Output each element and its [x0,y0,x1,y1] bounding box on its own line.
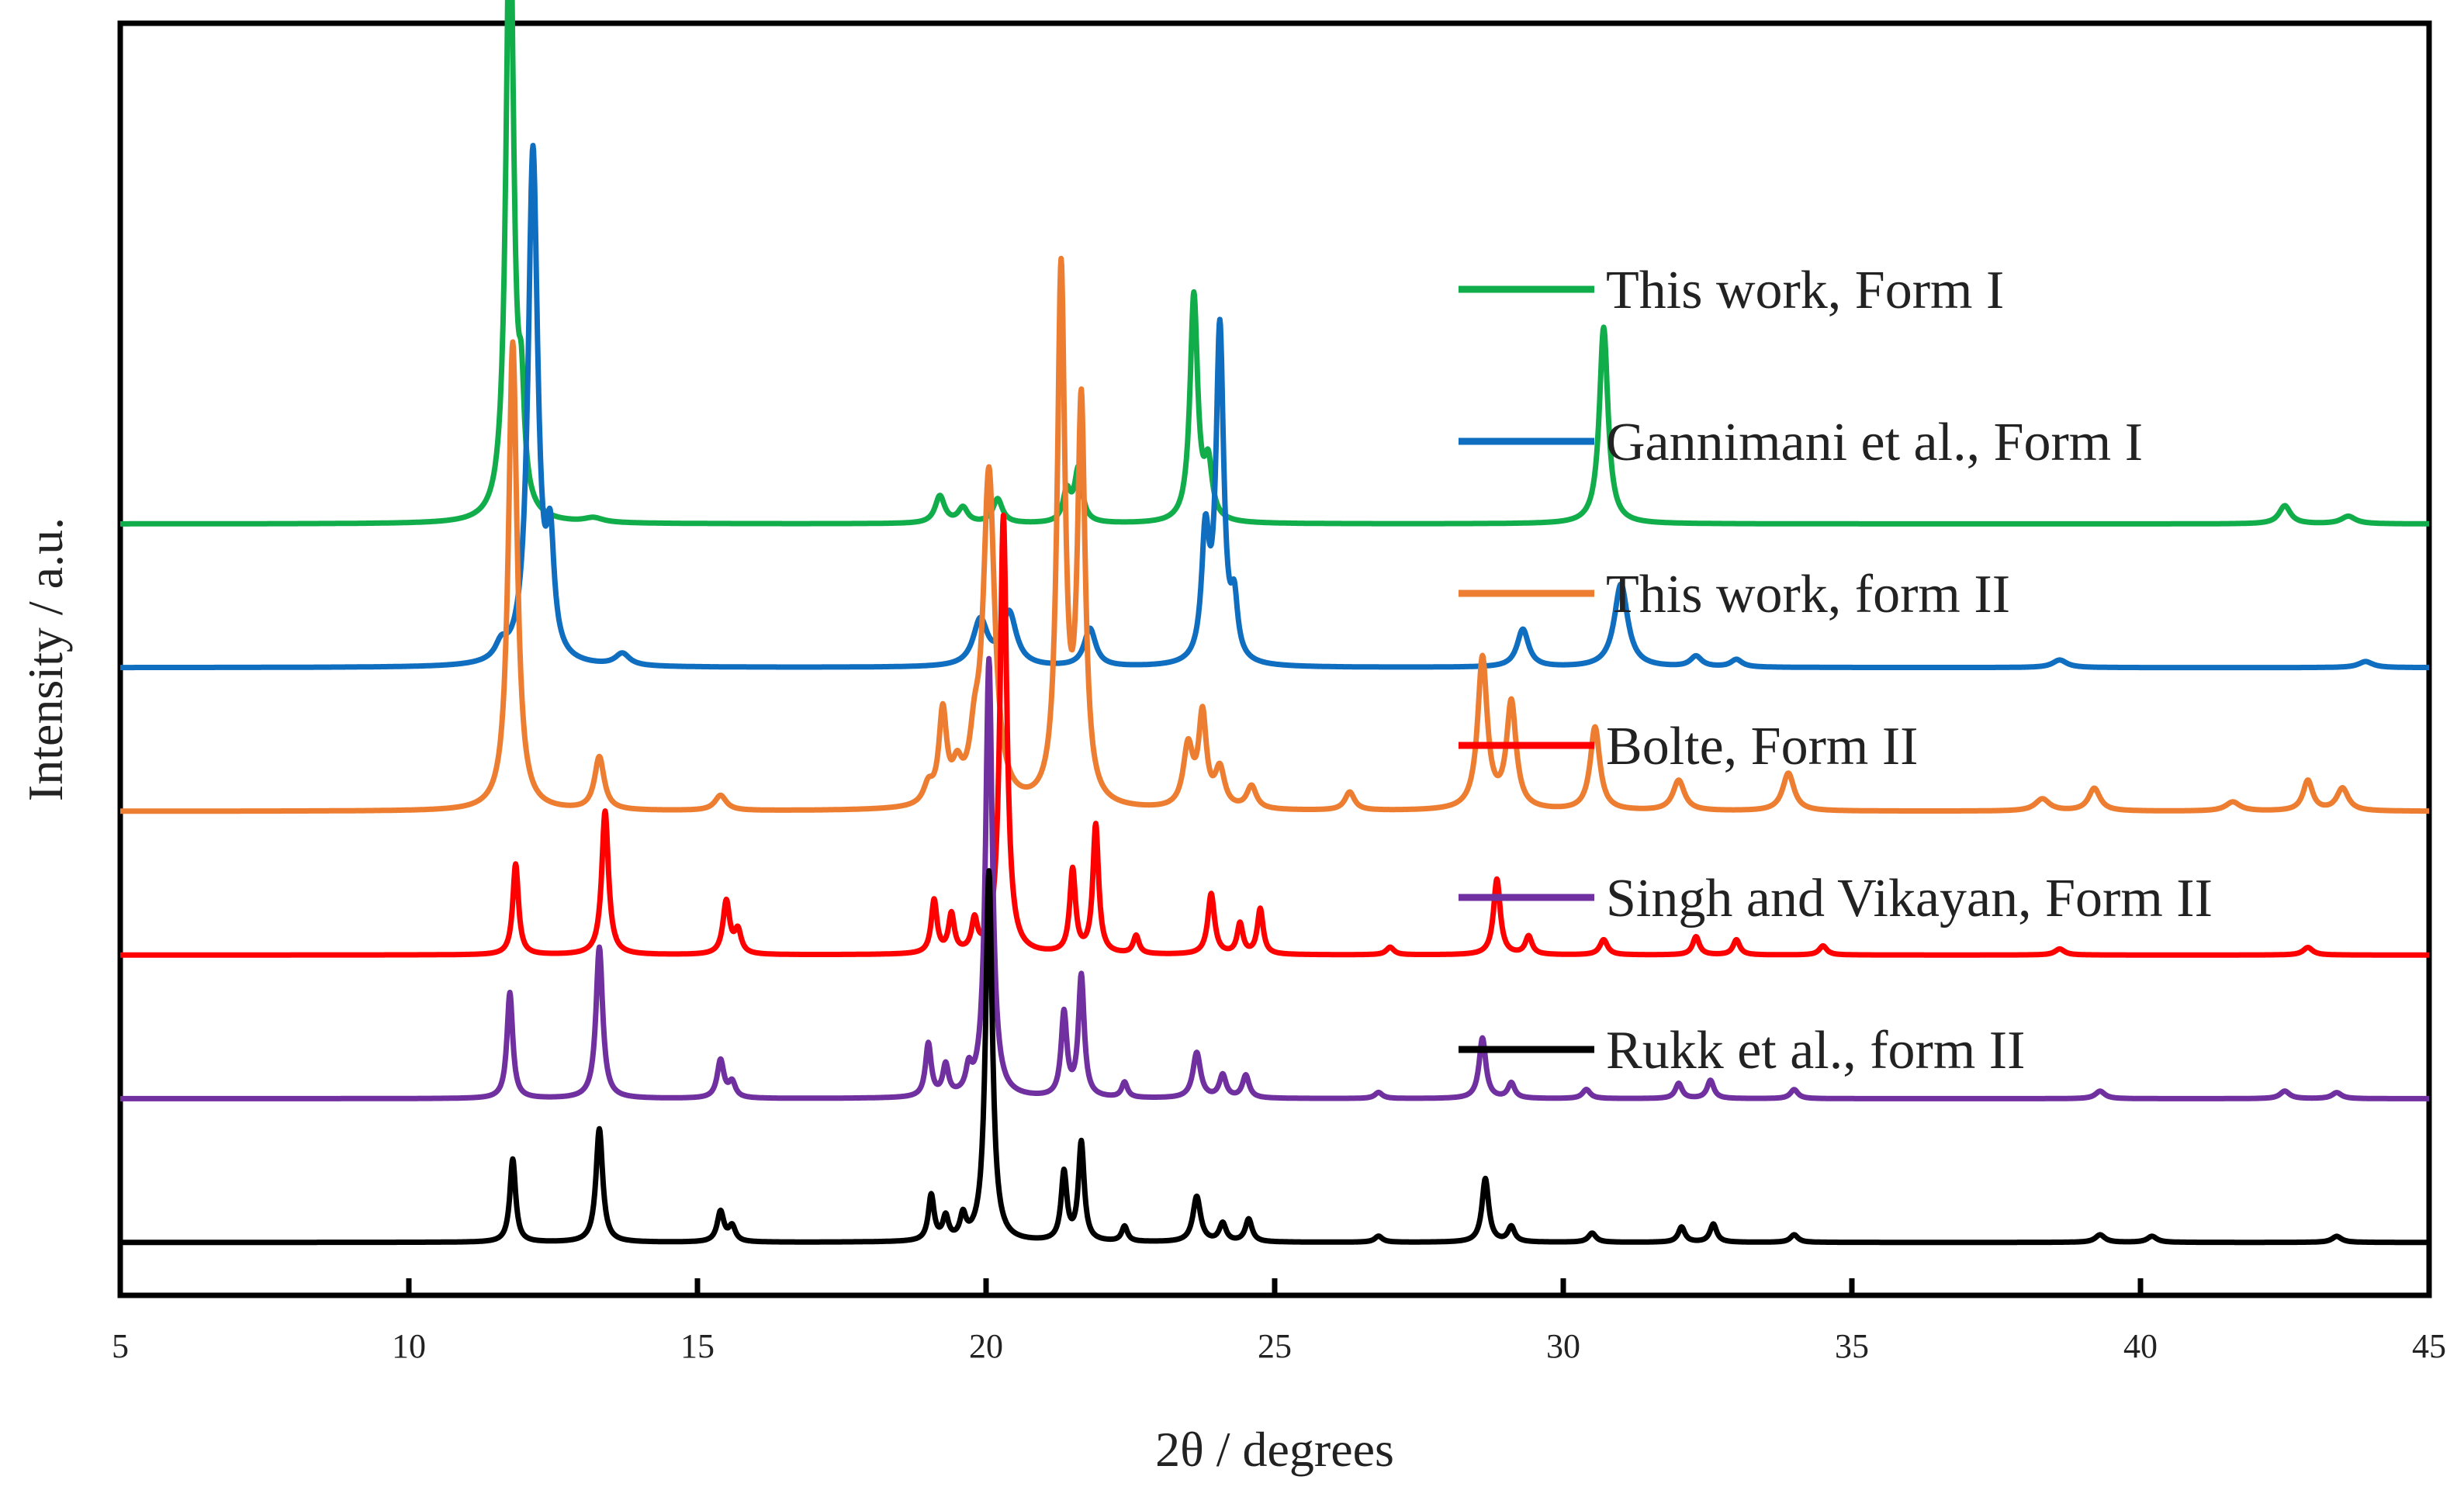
x-tick-label-4: 25 [1258,1327,1292,1365]
legend-label-2: This work, form II [1606,565,2010,624]
series-line-1 [118,143,2431,671]
legend-label-4: Singh and Vikayan, Form II [1606,869,2213,928]
x-tick-label-3: 20 [969,1327,1003,1365]
x-tick-label-0: 5 [112,1327,129,1365]
series-line-5 [118,868,2431,1246]
x-tick-label-5: 30 [1546,1327,1580,1365]
series-line-4 [118,655,2431,1101]
legend-label-5: Rukk et al., form II [1606,1021,2025,1080]
x-tick-label-6: 35 [1835,1327,1869,1365]
series-line-2 [118,255,2431,814]
y-axis-label: Intensity / a.u. [18,517,73,801]
series-layer [118,0,2431,1246]
series-line-0 [118,0,2431,527]
x-tick-label-1: 10 [392,1327,426,1365]
plot-frame [117,20,2432,1298]
x-tick-label-2: 15 [680,1327,715,1365]
legend-label-3: Bolte, Form II [1606,717,1918,776]
x-tick-label-8: 45 [2412,1327,2446,1365]
x-axis-ticks: 5 10 15 20 25 30 35 40 45 [112,1278,2446,1365]
legend-label-0: This work, Form I [1606,261,2004,320]
x-axis-label: 2θ / degrees [1155,1422,1394,1477]
legend: This work, Form I Gannimani et al., Form … [1459,261,2213,1080]
legend-label-1: Gannimani et al., Form I [1606,413,2143,472]
series-line-3 [118,512,2431,958]
x-tick-label-7: 40 [2123,1327,2158,1365]
